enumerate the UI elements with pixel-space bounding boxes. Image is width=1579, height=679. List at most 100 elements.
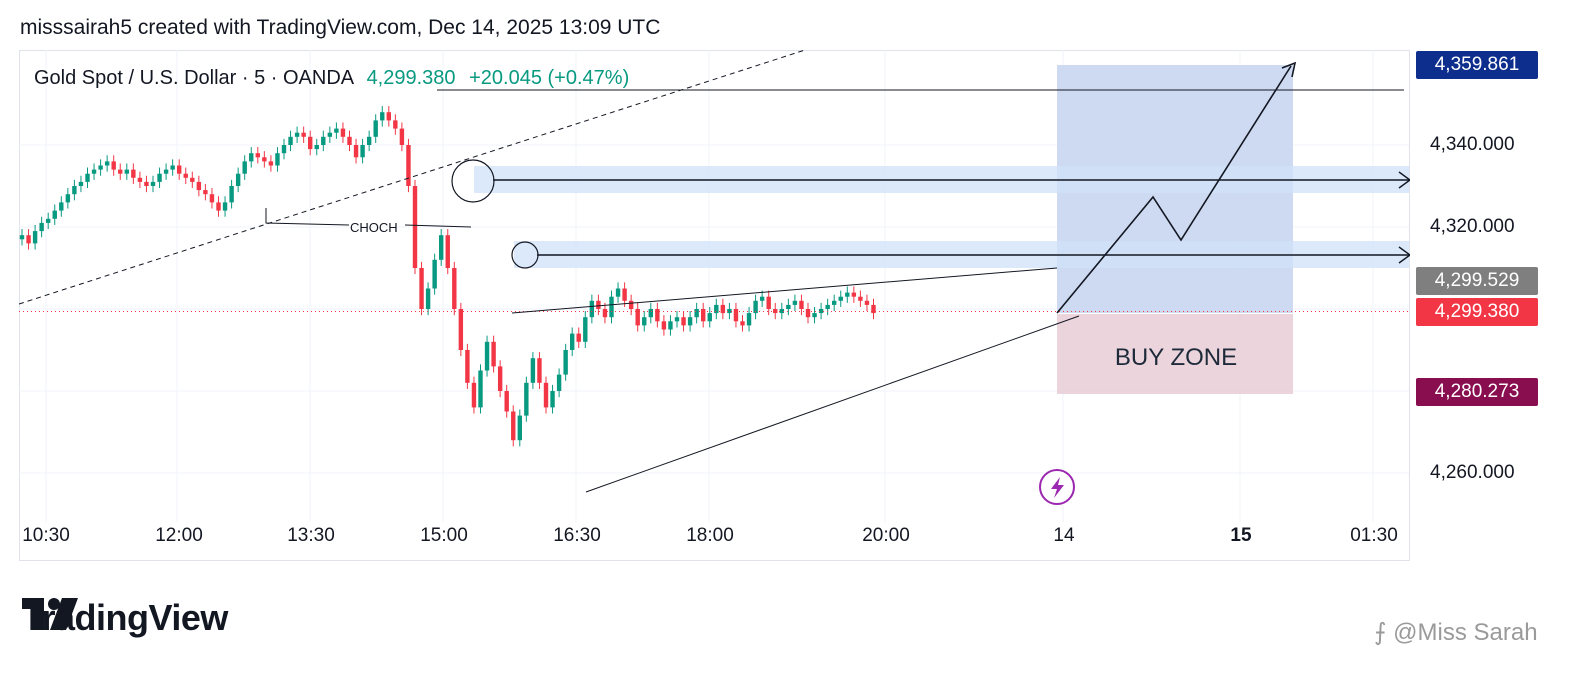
time-axis-tick: 15:00 bbox=[420, 525, 468, 546]
candle-body bbox=[484, 341, 490, 371]
candle-body bbox=[733, 309, 739, 322]
time-axis-tick: 14 bbox=[1053, 525, 1075, 546]
candle-body bbox=[104, 161, 110, 166]
candle-body bbox=[373, 120, 378, 137]
candle-body bbox=[209, 194, 215, 203]
candle-body bbox=[321, 136, 326, 145]
candle-body bbox=[471, 382, 477, 408]
candle-body bbox=[262, 157, 267, 162]
candle-body bbox=[622, 288, 627, 301]
candle-body bbox=[78, 181, 84, 186]
arrow-head-lower bbox=[1398, 246, 1410, 264]
wedge-lower-line bbox=[585, 315, 1080, 493]
candle-body bbox=[380, 112, 385, 121]
time-axis-tick: 13:30 bbox=[287, 525, 335, 546]
candle-body bbox=[255, 153, 260, 158]
candle-body bbox=[91, 169, 97, 174]
candle-body bbox=[812, 313, 817, 318]
candle-body bbox=[353, 145, 359, 158]
candle-body bbox=[314, 145, 319, 150]
candle-body bbox=[504, 391, 509, 412]
choch-label: CHOCH bbox=[350, 220, 398, 235]
candle-body bbox=[445, 235, 450, 268]
candle-body bbox=[196, 181, 202, 191]
author-watermark: ⨍ @Miss Sarah bbox=[1374, 619, 1538, 646]
candle-body bbox=[301, 132, 306, 137]
candle-body bbox=[249, 153, 254, 162]
candle-body bbox=[19, 235, 25, 240]
buy-zone-label: BUY ZONE bbox=[1114, 344, 1238, 371]
price-chart[interactable] bbox=[19, 50, 1410, 561]
candle-body bbox=[596, 300, 601, 309]
candle-body bbox=[340, 128, 346, 137]
candle-body bbox=[203, 190, 208, 195]
candle-body bbox=[609, 296, 614, 318]
candle-body bbox=[268, 161, 274, 166]
time-axis-tick: 12:00 bbox=[155, 525, 203, 546]
price-axis-tick: 4,320.000 bbox=[1430, 216, 1515, 237]
price-label-high: 4,299.529 bbox=[1416, 267, 1538, 295]
candle-body bbox=[792, 300, 798, 305]
choch-line-left bbox=[265, 208, 350, 226]
candle-body bbox=[694, 309, 699, 318]
candle-body bbox=[425, 288, 431, 309]
tradingview-logo-icon bbox=[22, 598, 78, 630]
symbol-legend[interactable]: Gold Spot / U.S. Dollar · 5 · OANDA 4,29… bbox=[34, 67, 629, 90]
candle-body bbox=[452, 268, 457, 309]
chart-area[interactable] bbox=[19, 50, 1410, 561]
candle-body bbox=[805, 309, 811, 318]
candle-body bbox=[491, 341, 496, 367]
candle-body bbox=[458, 309, 464, 350]
candle-body bbox=[818, 309, 824, 314]
candle-body bbox=[799, 300, 804, 309]
time-axis-tick: 16:30 bbox=[553, 525, 601, 546]
candle-body bbox=[288, 136, 293, 145]
candle-body bbox=[150, 181, 156, 186]
candle-body bbox=[786, 304, 791, 309]
candle-body bbox=[308, 136, 313, 150]
candle-body bbox=[497, 366, 503, 391]
candle-body bbox=[85, 173, 90, 182]
candle-body bbox=[851, 292, 857, 297]
price-label-stop: 4,280.273 bbox=[1416, 378, 1538, 406]
candle-body bbox=[222, 202, 228, 211]
candle-body bbox=[759, 296, 765, 301]
candle-body bbox=[281, 145, 287, 154]
time-axis-tick: 18:00 bbox=[686, 525, 734, 546]
candle-body bbox=[118, 169, 123, 174]
time-axis-tick: 10:30 bbox=[22, 525, 70, 546]
candle-body bbox=[858, 296, 863, 301]
candle-body bbox=[393, 120, 398, 129]
candle-body bbox=[714, 304, 719, 314]
candle-body bbox=[432, 259, 437, 289]
candle-body bbox=[39, 222, 44, 232]
candle-body bbox=[412, 186, 418, 268]
candle-body bbox=[366, 136, 372, 145]
candle-body bbox=[681, 317, 686, 326]
candle-body bbox=[347, 136, 352, 145]
candle-body bbox=[524, 382, 529, 416]
candle-body bbox=[235, 173, 241, 186]
candle-body bbox=[832, 300, 837, 305]
symbol-name: Gold Spot / U.S. Dollar · 5 · OANDA bbox=[34, 67, 353, 89]
price-label-last: 4,299.380 bbox=[1416, 298, 1538, 326]
candle-body bbox=[570, 333, 575, 350]
candle-body bbox=[360, 145, 365, 158]
candle-body bbox=[845, 292, 850, 297]
candle-body bbox=[838, 296, 843, 301]
candle-body bbox=[46, 218, 51, 223]
candle-body bbox=[294, 132, 300, 137]
candle-body bbox=[465, 350, 470, 383]
candle-body bbox=[615, 288, 621, 297]
candle-body bbox=[190, 177, 195, 182]
tradingview-logo[interactable]: TradingView bbox=[22, 597, 228, 638]
projected-path bbox=[1056, 65, 1292, 314]
candle-body bbox=[478, 370, 483, 408]
price-label-target: 4,359.861 bbox=[1416, 51, 1538, 79]
candle-body bbox=[137, 177, 143, 182]
lightning-bolt bbox=[1051, 477, 1064, 498]
candle-body bbox=[275, 153, 280, 166]
candle-body bbox=[242, 161, 247, 174]
buy-zone bbox=[1057, 314, 1293, 394]
candle-body bbox=[563, 350, 568, 375]
